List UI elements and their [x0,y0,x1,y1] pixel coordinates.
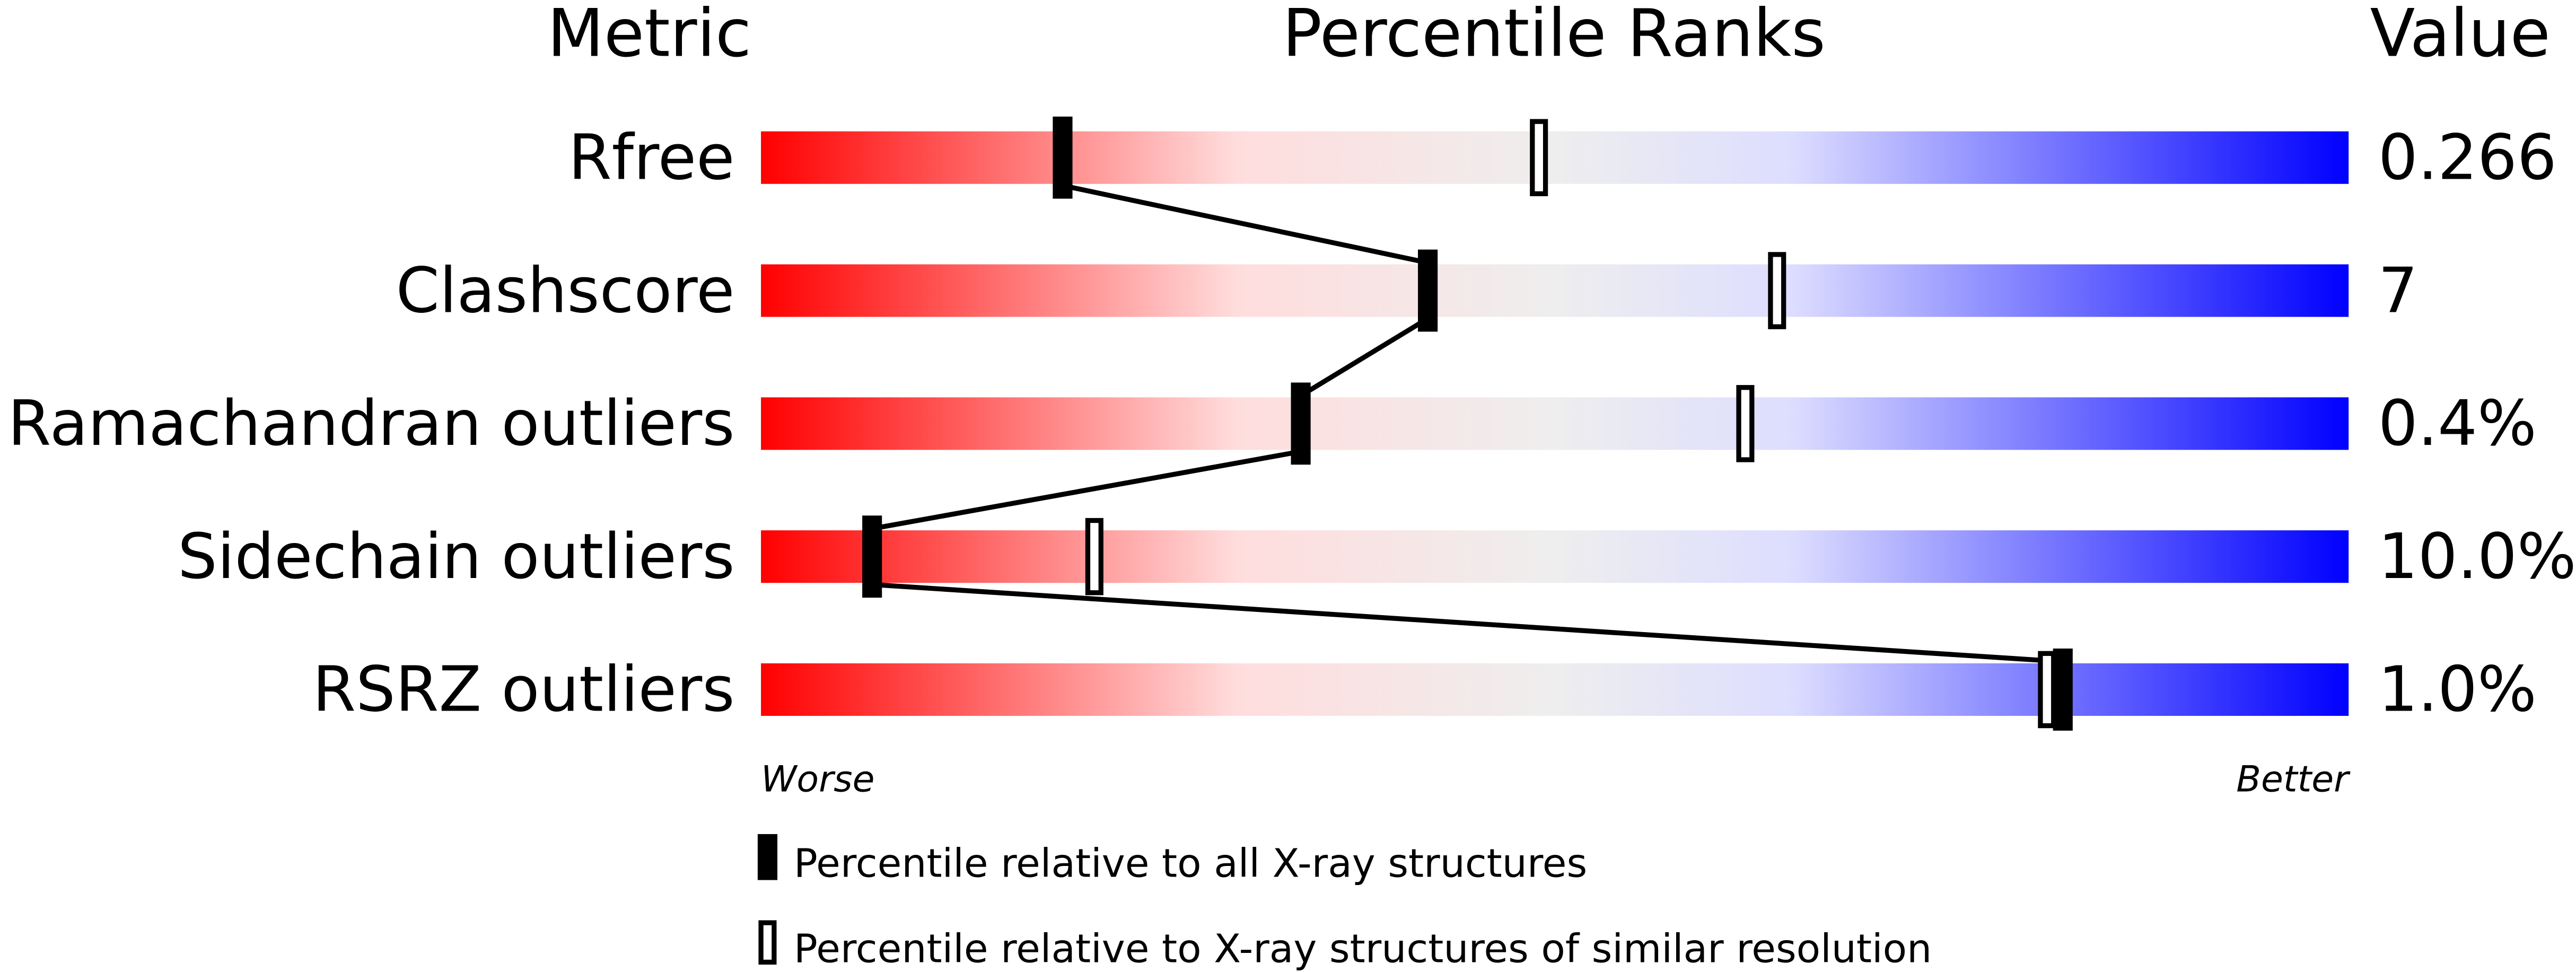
header-metric: Metric [547,0,751,72]
metric-label: Clashscore [396,254,735,327]
marker-all [2053,649,2073,731]
percentile-bar [761,530,2349,583]
metric-value: 0.4% [2378,387,2537,460]
header-value: Value [2370,0,2551,72]
marker-similar [1530,119,1548,197]
connector-line [872,582,2063,664]
legend-all-label: Percentile relative to all X-ray structu… [794,840,1587,886]
connector-line [1062,183,1429,265]
metric-label: RSRZ outliers [312,653,734,726]
percentile-bar [761,131,2349,184]
legend-filled-marker-icon [757,834,778,880]
legend-open-marker-icon [758,920,777,965]
metric-value: 7 [2378,254,2418,327]
header-percentile: Percentile Ranks [1282,0,1825,72]
connector-line [1299,316,1430,398]
metric-value: 0.266 [2378,121,2557,194]
connector-line [871,449,1301,531]
percentile-bar [761,663,2349,716]
metric-label: Ramachandran outliers [8,387,735,460]
metric-value: 10.0% [2378,520,2576,593]
legend-similar-label: Percentile relative to X-ray structures … [794,925,1932,971]
metric-label: Sidechain outliers [178,520,734,593]
marker-all [1418,249,1438,332]
marker-similar [1085,518,1103,596]
marker-similar [1736,385,1755,462]
marker-similar [1768,252,1786,329]
marker-similar [2038,651,2056,729]
metric-label: Rfree [568,121,735,194]
axis-label-better: Better [2236,758,2351,800]
percentile-bar [761,264,2349,317]
percentile-bar [761,397,2349,450]
marker-all [1053,116,1073,199]
marker-all [862,515,882,598]
axis-label-worse: Worse [761,758,874,800]
metric-value: 1.0% [2378,653,2537,726]
marker-all [1291,382,1311,465]
